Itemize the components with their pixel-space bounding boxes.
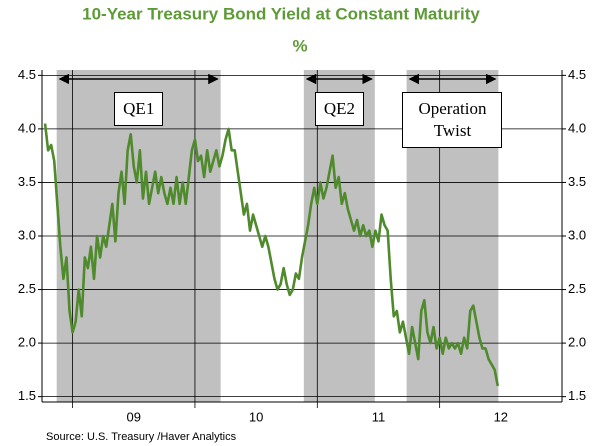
chart-subtitle: % [292, 36, 307, 55]
y2-tick-label: 1.5 [568, 388, 586, 403]
y2-tick-label: 2.0 [568, 335, 586, 350]
x-tick-label: 09 [127, 409, 141, 424]
region-label: QE1 [114, 92, 164, 126]
region-label: Operation Twist [402, 92, 503, 148]
source-note: Source: U.S. Treasury /Haver Analytics [46, 431, 237, 443]
y-tick-label: 3.0 [18, 227, 36, 242]
y2-tick-label: 4.5 [568, 67, 586, 82]
x-tick-label: 12 [494, 409, 508, 424]
y-tick-label: 2.0 [18, 335, 36, 350]
y-tick-label: 4.5 [18, 67, 36, 82]
y2-tick-label: 3.5 [568, 174, 586, 189]
y2-tick-label: 2.5 [568, 281, 586, 296]
y-tick-label: 1.5 [18, 388, 36, 403]
x-tick-label: 10 [249, 409, 263, 424]
y2-tick-label: 4.0 [568, 120, 586, 135]
y2-tick-label: 3.0 [568, 227, 586, 242]
region-label: QE2 [314, 92, 364, 126]
yield-line [43, 123, 500, 387]
y-tick-label: 2.5 [18, 281, 36, 296]
x-tick-label: 11 [372, 409, 386, 424]
chart-title: 10-Year Treasury Bond Yield at Constant … [82, 4, 480, 23]
y-tick-label: 3.5 [18, 174, 36, 189]
y-tick-label: 4.0 [18, 120, 36, 135]
